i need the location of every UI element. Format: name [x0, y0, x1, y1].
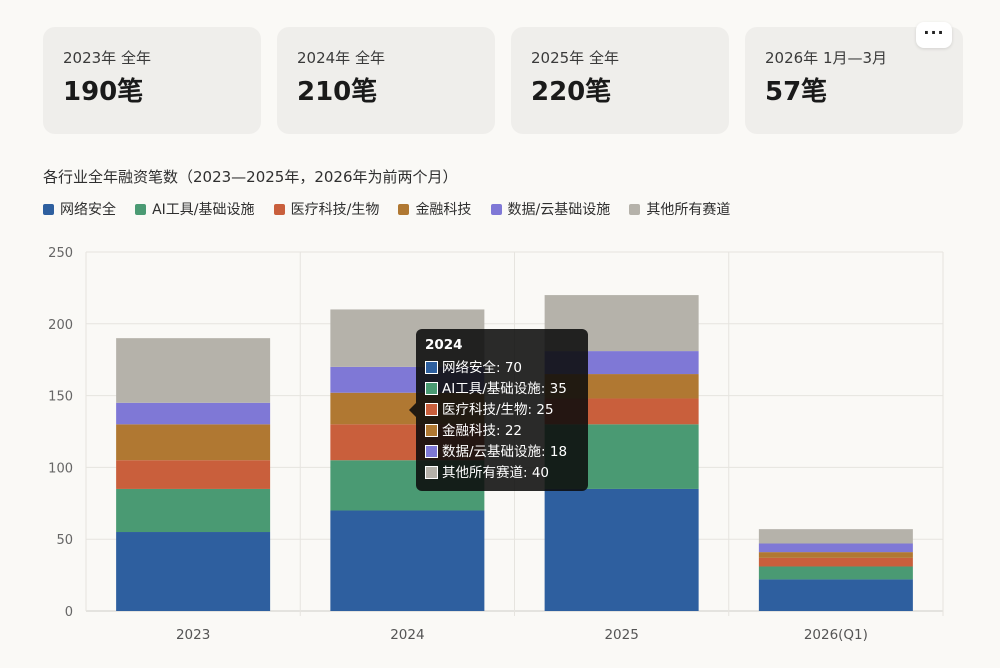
x-tick-label: 2025: [604, 627, 638, 643]
legend-label: AI工具/基础设施: [152, 202, 255, 218]
bar-segment: [544, 488, 699, 611]
legend-item-ai-infra[interactable]: AI工具/基础设施: [135, 200, 255, 220]
chart-legend: 网络安全 AI工具/基础设施 医疗科技/生物 金融科技 数据/云基础设施 其他所…: [43, 199, 744, 219]
x-tick-label: 2026(Q1): [804, 627, 868, 643]
y-tick-label: 200: [48, 318, 73, 333]
tooltip-text: 数据/云基础设施: 18: [442, 444, 568, 460]
tooltip-swatch: [425, 466, 438, 479]
legend-label: 医疗科技/生物: [290, 202, 380, 218]
summary-card-2023: 2023年 全年 190笔: [43, 27, 261, 134]
tooltip-row: 医疗科技/生物: 25: [425, 400, 579, 421]
legend-label: 其他所有赛道: [646, 202, 731, 218]
y-tick-label: 100: [48, 461, 73, 476]
tooltip-swatch: [425, 445, 438, 458]
card-value: 210笔: [297, 77, 378, 107]
bar-segment: [116, 338, 271, 403]
x-tick-label: 2023: [176, 627, 210, 643]
card-value: 190笔: [63, 77, 144, 107]
legend-label: 数据/云基础设施: [507, 202, 611, 218]
bar-segment: [758, 552, 913, 558]
legend-item-fintech[interactable]: 金融科技: [398, 200, 471, 220]
legend-label: 网络安全: [60, 202, 116, 218]
legend-swatch: [490, 204, 502, 215]
tooltip-text: 网络安全: 70: [442, 360, 523, 376]
card-label: 2026年 1月—3月: [765, 49, 888, 67]
card-label: 2023年 全年: [63, 49, 151, 67]
bar-segment: [758, 543, 913, 553]
bar-segment: [116, 402, 271, 425]
tooltip-text: 其他所有赛道: 40: [442, 465, 550, 481]
tooltip-row: 金融科技: 22: [425, 421, 579, 442]
legend-item-data-cloud[interactable]: 数据/云基础设施: [490, 200, 611, 220]
more-options-button[interactable]: ···: [916, 22, 952, 48]
bar-segment: [758, 557, 913, 567]
tooltip-row: 网络安全: 70: [425, 358, 579, 379]
legend-swatch: [273, 204, 285, 215]
tooltip-row: AI工具/基础设施: 35: [425, 379, 579, 400]
tooltip-swatch: [425, 361, 438, 374]
bar-segment: [116, 424, 271, 461]
legend-swatch: [629, 204, 641, 215]
summary-card-2024: 2024年 全年 210笔: [277, 27, 495, 134]
summary-cards: 2023年 全年 190笔 2024年 全年 210笔 2025年 全年 220…: [43, 27, 963, 134]
bar-segment: [758, 579, 913, 611]
card-label: 2025年 全年: [531, 49, 619, 67]
tooltip-text: 金融科技: 22: [442, 423, 523, 439]
legend-swatch: [135, 204, 147, 215]
tooltip-text: 医疗科技/生物: 25: [442, 402, 554, 418]
bar-segment: [116, 532, 271, 611]
y-tick-label: 50: [56, 533, 73, 548]
bar-segment: [116, 488, 271, 533]
y-tick-label: 250: [48, 246, 73, 261]
bar-segment: [330, 510, 485, 611]
y-tick-label: 0: [65, 605, 73, 620]
tooltip-row: 其他所有赛道: 40: [425, 463, 579, 484]
bar-segment: [758, 566, 913, 580]
bar-segment: [758, 529, 913, 544]
legend-item-others[interactable]: 其他所有赛道: [629, 200, 730, 220]
tooltip-swatch: [425, 382, 438, 395]
chart-title: 各行业全年融资笔数（2023—2025年，2026年为前两个月）: [43, 168, 458, 186]
tooltip-arrow: [409, 403, 416, 417]
bar-segment: [116, 460, 271, 489]
tooltip-swatch: [425, 424, 438, 437]
tooltip-text: AI工具/基础设施: 35: [442, 381, 567, 397]
summary-card-2025: 2025年 全年 220笔: [511, 27, 729, 134]
card-value: 57笔: [765, 77, 828, 107]
x-tick-label: 2024: [390, 627, 424, 643]
legend-swatch: [398, 204, 410, 215]
y-tick-label: 150: [48, 390, 73, 405]
legend-item-cybersecurity[interactable]: 网络安全: [43, 200, 116, 220]
tooltip-title: 2024: [425, 337, 463, 353]
legend-item-healthtech[interactable]: 医疗科技/生物: [273, 200, 380, 220]
tooltip-swatch: [425, 403, 438, 416]
card-label: 2024年 全年: [297, 49, 385, 67]
card-value: 220笔: [531, 77, 612, 107]
tooltip-row: 数据/云基础设施: 18: [425, 442, 579, 463]
chart-tooltip: 2024 网络安全: 70 AI工具/基础设施: 35 医疗科技/生物: 25 …: [409, 329, 588, 491]
legend-swatch: [43, 204, 54, 215]
legend-label: 金融科技: [415, 202, 472, 218]
